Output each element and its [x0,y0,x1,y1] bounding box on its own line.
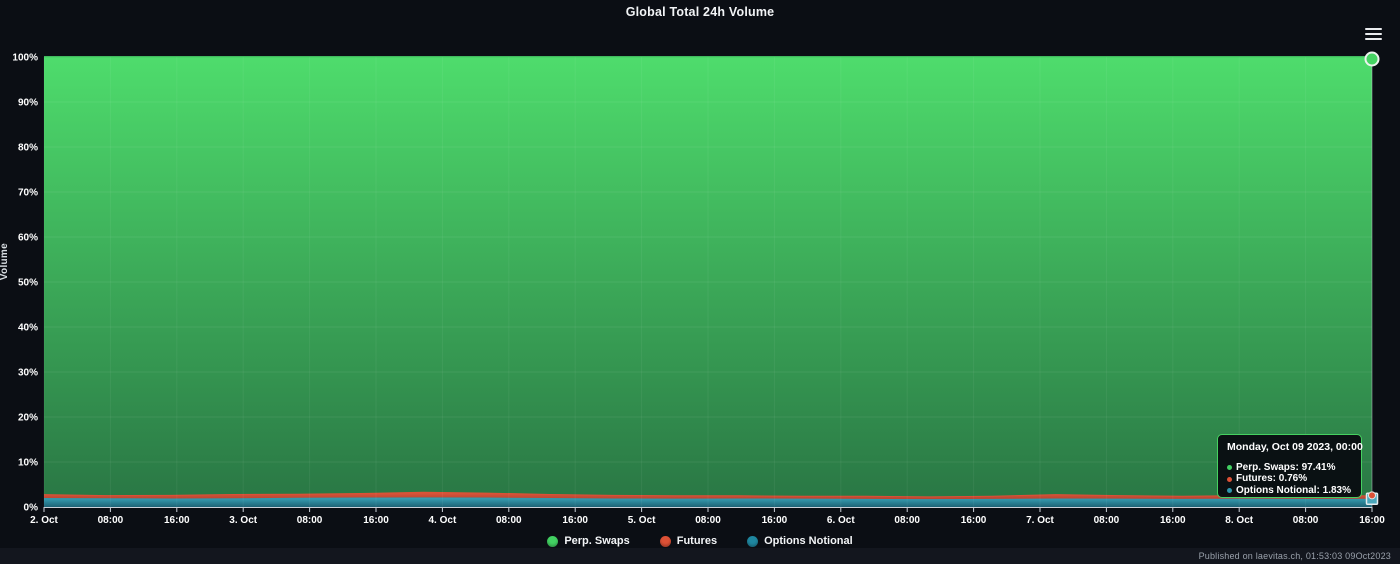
x-tick-label: 16:00 [762,515,788,526]
hover-marker-perp-swaps [1364,51,1380,67]
y-tick-label: 100% [12,53,38,64]
y-tick-label: 40% [18,323,38,334]
hover-marker-futures [1368,491,1376,500]
x-tick-label: 08:00 [1293,515,1319,526]
x-tick-label: 08:00 [496,515,522,526]
y-tick-label: 10% [18,458,38,469]
area-options-notional[interactable] [44,497,1372,507]
x-tick-label: 3. Oct [229,515,257,526]
chart-context-menu-button[interactable] [1365,26,1385,42]
legend-bullet-icon [547,535,559,547]
series-bullet-icon [1227,488,1232,494]
legend-item-options-notional[interactable]: Options Notional [747,535,853,547]
legend-bullet-icon [747,535,759,547]
x-tick-label: 16:00 [1160,515,1186,526]
y-tick-label: 30% [18,368,38,379]
x-tick-label: 16:00 [961,515,987,526]
x-tick-label: 16:00 [164,515,190,526]
stacked-areas [43,56,1373,507]
legend-item-perp-swaps[interactable]: Perp. Swaps [547,535,630,547]
tooltip-row-text: Options Notional: 1.83% [1236,484,1352,496]
x-tick-label: 16:00 [363,515,389,526]
legend-label: Perp. Swaps [564,535,630,547]
legend-bullet-icon [659,535,671,547]
x-tick-label: 7. Oct [1026,515,1054,526]
tooltip-row-perp-swaps: Perp. Swaps: 97.41% [1227,462,1352,473]
area-perp-swaps[interactable] [44,57,1372,497]
x-tick-label: 08:00 [98,515,124,526]
x-tick-label: 4. Oct [429,515,457,526]
axis-labels: 0% 10% 20% 30% 40% 50% 60% 70% 80% 90% 100% 2. Oct 0… [12,53,1385,527]
x-axis [43,507,1373,512]
gridlines [43,56,1373,507]
hover-crosshair [1364,51,1380,507]
x-tick-label: 08:00 [1094,515,1120,526]
x-tick-label: 5. Oct [628,515,656,526]
chart-title: Global Total 24h Volume [625,5,775,19]
tooltip-row-text: Perp. Swaps: 97.41% [1236,462,1336,473]
footer-bar: Published on laevitas.ch, 01:53:03 09Oct… [0,548,1400,564]
x-tick-label: 08:00 [894,515,920,526]
legend: Perp. Swaps Futures Options Notional [0,535,1400,547]
tooltip-row-text: Futures: 0.76% [1236,473,1308,485]
legend-label: Options Notional [764,535,853,547]
y-tick-label: 70% [18,188,38,199]
chart-tooltip: Monday, Oct 09 2023, 00:00 Perp. Swaps: … [1217,434,1363,498]
y-tick-label: 80% [18,143,38,154]
x-tick-label: 08:00 [297,515,323,526]
tooltip-row-futures: Futures: 0.76% [1227,473,1352,484]
tooltip-header: Monday, Oct 09 2023, 00:00 [1227,441,1363,453]
x-tick-label: 16:00 [1359,515,1385,526]
x-tick-label: 08:00 [695,515,721,526]
series-bullet-icon [1227,465,1232,471]
tooltip-row-options-notional: Options Notional: 1.83% [1227,485,1352,496]
legend-label: Futures [676,535,718,547]
publish-attribution: Published on laevitas.ch, 01:53:03 09Oct… [1198,551,1391,561]
y-tick-label: 0% [24,503,39,514]
y-tick-label: 60% [18,233,38,244]
hamburger-icon [1365,28,1385,40]
y-tick-label: 90% [18,98,38,109]
x-tick-label: 16:00 [562,515,588,526]
legend-item-futures[interactable]: Futures [659,535,718,547]
y-tick-label: 20% [18,413,38,424]
x-tick-label: 8. Oct [1225,515,1253,526]
y-tick-label: 50% [18,278,38,289]
x-tick-label: 6. Oct [827,515,855,526]
x-tick-label: 2. Oct [30,515,58,526]
series-bullet-icon [1227,476,1232,482]
